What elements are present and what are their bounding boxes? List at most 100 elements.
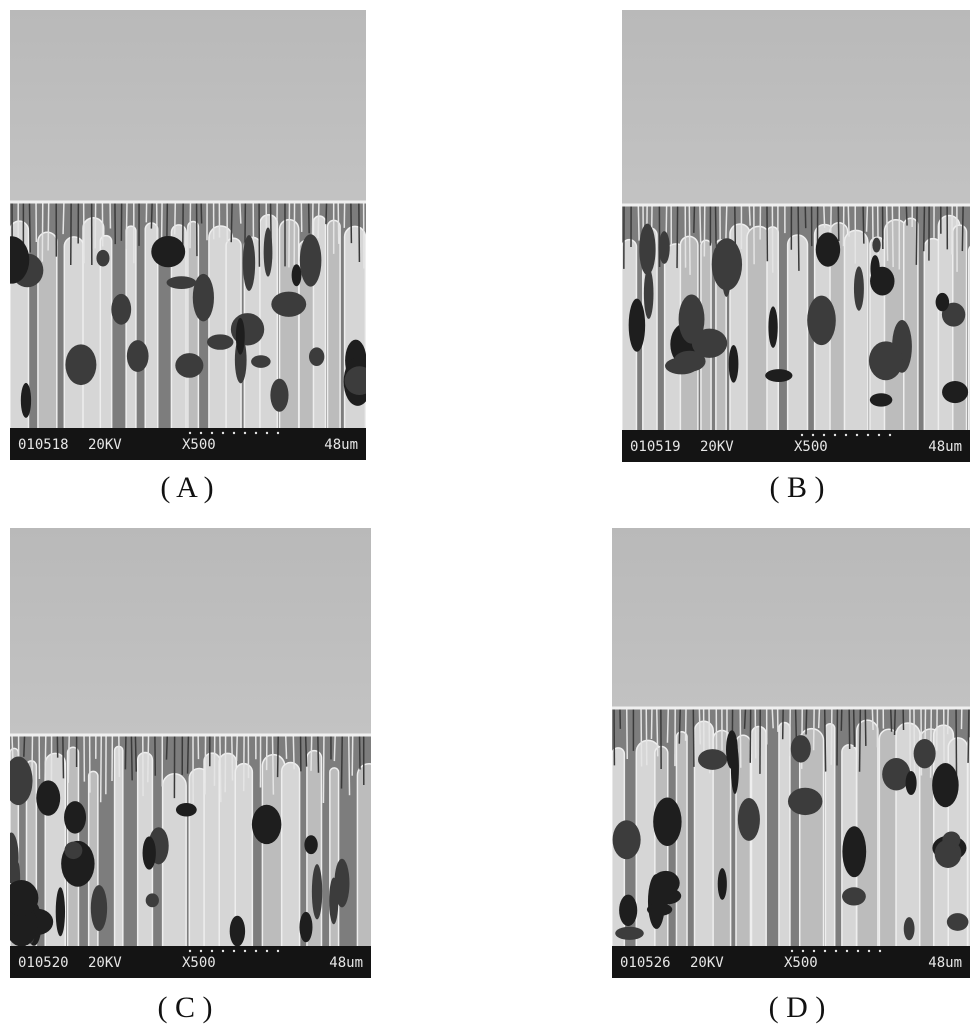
finger [48, 202, 49, 250]
pore [91, 885, 107, 931]
finger [891, 708, 892, 732]
finger [306, 735, 307, 767]
scale-dot [255, 432, 257, 434]
scale-dot [244, 432, 246, 434]
micrograph: 01051920KVX50048um [622, 10, 971, 469]
finger [860, 708, 861, 772]
pore [644, 268, 654, 319]
finger [657, 708, 658, 756]
finger [63, 735, 64, 778]
micrograph-code: 010526 [620, 955, 671, 971]
finger [101, 735, 102, 802]
finger [848, 205, 849, 237]
finger [131, 735, 132, 780]
pore [300, 234, 322, 286]
finger [311, 735, 312, 771]
pore [146, 893, 159, 907]
finger [825, 708, 826, 772]
pore [4, 757, 32, 806]
finger [148, 735, 149, 782]
finger [231, 202, 232, 242]
scale-dot [846, 950, 848, 952]
finger [135, 735, 136, 772]
finger [360, 735, 361, 769]
scale-dot [233, 432, 235, 434]
pore [842, 887, 866, 905]
finger [745, 708, 746, 729]
pore [674, 351, 706, 372]
scale: 48um [324, 437, 358, 453]
finger [352, 735, 353, 776]
scale-dot [266, 432, 268, 434]
pore [698, 749, 727, 770]
micrograph-code: 010519 [630, 439, 681, 455]
magnification: X500 [182, 437, 216, 453]
pore [738, 798, 760, 841]
pore [647, 903, 672, 916]
pore [167, 276, 197, 289]
pore [936, 293, 949, 312]
scale-dot [222, 950, 224, 952]
finger [749, 205, 750, 226]
finger [693, 708, 694, 767]
pore [304, 835, 317, 854]
finger [278, 735, 279, 777]
pore [193, 274, 214, 321]
finger [318, 735, 319, 773]
finger [63, 202, 64, 234]
finger [326, 202, 327, 224]
wall [752, 727, 767, 965]
finger [342, 735, 343, 789]
finger [232, 735, 233, 781]
pore [312, 864, 322, 919]
pore [251, 355, 271, 368]
wall [204, 753, 220, 964]
finger [865, 708, 866, 746]
scale-dot [834, 434, 836, 436]
finger [867, 205, 868, 232]
finger [824, 205, 825, 228]
wall [676, 732, 687, 970]
pore [788, 788, 823, 815]
pore [653, 798, 681, 846]
pore [906, 771, 917, 795]
finger [838, 205, 839, 241]
finger [726, 205, 727, 240]
scale-dot [255, 950, 257, 952]
panel-label: ( B ) [770, 471, 825, 504]
pore [329, 877, 338, 924]
page: {"panels": [ {"code": "010518", "voltage… [0, 0, 971, 1027]
scale-dot [244, 950, 246, 952]
finger [119, 735, 120, 777]
finger [740, 708, 741, 768]
scale-dot [791, 950, 793, 952]
finger [772, 708, 773, 728]
finger [863, 205, 864, 244]
finger [289, 202, 290, 267]
pore [143, 836, 156, 869]
pore [230, 916, 245, 947]
finger [962, 205, 963, 251]
scale-dot [222, 432, 224, 434]
pore [722, 251, 731, 297]
scale-dot [867, 434, 869, 436]
finger [293, 735, 294, 769]
scale-dot [879, 950, 881, 952]
pore [914, 739, 936, 768]
finger [849, 708, 850, 749]
pore [870, 393, 893, 406]
pore [345, 366, 375, 395]
finger [151, 202, 152, 229]
pore [731, 742, 739, 794]
finger [318, 202, 319, 238]
finger [349, 735, 350, 795]
pore [151, 236, 185, 267]
pore [932, 763, 959, 807]
magnification: X500 [794, 439, 828, 455]
finger [895, 708, 896, 735]
scale-dot [812, 434, 814, 436]
finger [309, 202, 310, 233]
pore [791, 735, 811, 762]
